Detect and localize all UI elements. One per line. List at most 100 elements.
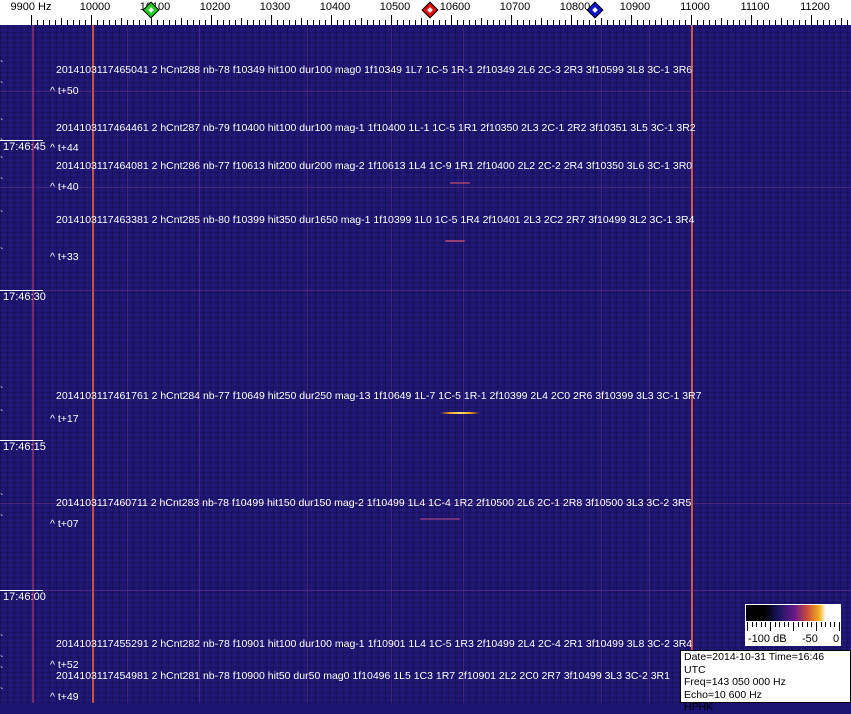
axis-tick bbox=[91, 15, 92, 25]
axis-tick bbox=[565, 20, 566, 25]
colorbar-tick bbox=[816, 622, 817, 631]
axis-tick bbox=[139, 20, 140, 25]
colorbar-tick bbox=[825, 622, 827, 627]
detection-offset: ^ t+33 bbox=[50, 251, 79, 263]
colorbar-tick bbox=[779, 622, 781, 627]
axis-tick bbox=[343, 20, 344, 25]
axis-tick bbox=[349, 20, 350, 25]
axis-tick bbox=[823, 20, 824, 25]
colorbar-tick bbox=[774, 622, 776, 627]
axis-tick bbox=[373, 20, 374, 25]
axis-tick bbox=[619, 20, 620, 25]
colorbar-tick bbox=[834, 622, 836, 627]
axis-tick bbox=[685, 20, 686, 25]
axis-tick bbox=[307, 20, 308, 25]
colorbar-tick bbox=[760, 622, 762, 627]
axis-tick bbox=[247, 20, 248, 25]
axis-tick bbox=[115, 20, 116, 25]
axis-tick bbox=[331, 15, 332, 25]
row-tick: ` bbox=[0, 60, 4, 71]
row-tick: ` bbox=[0, 210, 4, 221]
axis-tick bbox=[493, 20, 494, 25]
colorbar-tick bbox=[793, 622, 794, 631]
axis-tick bbox=[847, 20, 848, 25]
axis-tick bbox=[319, 20, 320, 25]
axis-tick bbox=[283, 20, 284, 25]
faint-line bbox=[127, 25, 128, 703]
axis-label: 10000 bbox=[79, 1, 111, 13]
axis-tick bbox=[409, 20, 410, 25]
axis-tick bbox=[547, 20, 548, 25]
axis-tick bbox=[703, 20, 704, 25]
time-mark: 17:46:30 bbox=[0, 290, 46, 303]
faint-hline bbox=[0, 503, 851, 504]
row-tick: ` bbox=[0, 493, 4, 504]
row-tick: ` bbox=[0, 655, 4, 666]
axis-tick bbox=[391, 15, 392, 25]
faint-line bbox=[391, 25, 392, 703]
axis-tick bbox=[739, 20, 740, 25]
detection-offset: ^ t+17 bbox=[50, 413, 79, 425]
axis-tick bbox=[511, 15, 512, 25]
axis-tick bbox=[679, 20, 680, 25]
axis-tick bbox=[79, 20, 80, 25]
axis-tick bbox=[841, 18, 842, 25]
axis-tick bbox=[253, 20, 254, 25]
axis-tick bbox=[31, 15, 32, 25]
axis-tick bbox=[169, 20, 170, 25]
meteor-echo bbox=[445, 240, 465, 242]
faint-line bbox=[601, 25, 602, 703]
row-tick: ` bbox=[0, 666, 4, 677]
axis-tick bbox=[67, 20, 68, 25]
axis-tick bbox=[625, 20, 626, 25]
red-marker[interactable] bbox=[421, 1, 439, 19]
axis-tick bbox=[385, 20, 386, 25]
detection-line: 2014103117463381 2 hCnt285 nb-80 f10399 … bbox=[56, 214, 695, 226]
axis-tick bbox=[643, 20, 644, 25]
row-tick: ` bbox=[0, 138, 4, 149]
axis-tick bbox=[49, 20, 50, 25]
axis-label: 11100 bbox=[740, 1, 770, 13]
axis-tick bbox=[43, 20, 44, 25]
axis-tick bbox=[313, 20, 314, 25]
info-echo: Echo=10 600 Hz bbox=[684, 688, 762, 701]
axis-tick bbox=[631, 15, 632, 25]
row-tick: ` bbox=[0, 687, 4, 698]
carrier-line bbox=[32, 25, 34, 703]
axis-tick bbox=[229, 20, 230, 25]
carrier-line bbox=[92, 25, 94, 703]
axis-tick bbox=[199, 20, 200, 25]
axis-tick bbox=[649, 20, 650, 25]
axis-tick bbox=[583, 20, 584, 25]
axis-unit-label: 9900 Hz bbox=[10, 1, 52, 13]
row-tick: ` bbox=[0, 247, 4, 258]
axis-tick bbox=[73, 20, 74, 25]
row-tick: ` bbox=[0, 177, 4, 188]
axis-tick bbox=[595, 20, 596, 25]
colorbar-tick bbox=[829, 622, 831, 627]
axis-tick bbox=[571, 15, 572, 25]
axis-tick bbox=[295, 20, 296, 25]
axis-tick bbox=[475, 20, 476, 25]
axis-tick bbox=[397, 20, 398, 25]
axis-tick bbox=[607, 20, 608, 25]
axis-tick bbox=[427, 20, 428, 25]
axis-tick bbox=[193, 20, 194, 25]
faint-line bbox=[307, 25, 308, 703]
colorbar-tick bbox=[770, 622, 771, 631]
axis-tick bbox=[667, 20, 668, 25]
axis-label: 11200 bbox=[800, 1, 830, 13]
axis-tick bbox=[655, 20, 656, 25]
axis-tick bbox=[37, 20, 38, 25]
axis-tick bbox=[55, 20, 56, 25]
axis-tick bbox=[673, 20, 674, 25]
detection-line: 2014103117454981 2 hCnt281 nb-78 f10900 … bbox=[56, 670, 670, 682]
axis-tick bbox=[271, 15, 272, 25]
axis-tick bbox=[727, 20, 728, 25]
axis-tick bbox=[529, 20, 530, 25]
colorbar-tick bbox=[802, 622, 804, 627]
axis-tick bbox=[793, 20, 794, 25]
axis-tick bbox=[481, 18, 482, 25]
axis-tick bbox=[589, 20, 590, 25]
row-tick: ` bbox=[0, 634, 4, 645]
